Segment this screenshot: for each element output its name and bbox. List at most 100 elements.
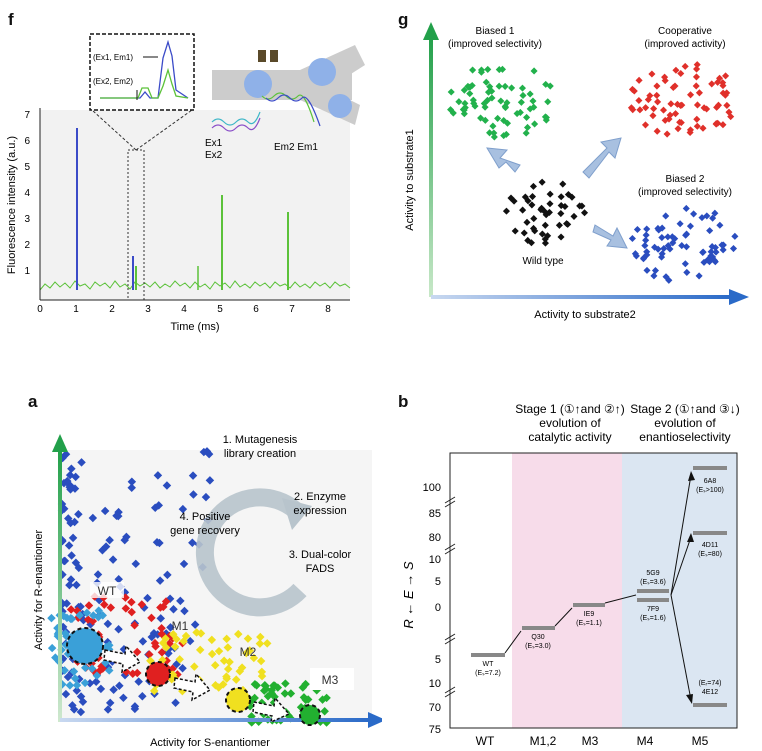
inset-label-1: (Ex1, Em1) [93, 53, 133, 62]
point-wt [74, 510, 83, 519]
inset-trace-green [100, 67, 189, 99]
point-mutant [219, 656, 229, 666]
point-wt [114, 511, 123, 521]
point-mutant [303, 695, 313, 704]
svg-text:5G9: 5G9 [646, 570, 659, 577]
droplet [244, 70, 272, 98]
cluster-point [641, 242, 649, 250]
cluster-point [712, 248, 720, 256]
cluster-point [557, 210, 565, 218]
point-mutant [159, 602, 168, 612]
cluster-point [469, 66, 477, 74]
node-wt [66, 627, 104, 665]
cluster-point [712, 120, 720, 128]
point-mutant [47, 643, 57, 653]
point-mutant [222, 634, 231, 644]
cluster-point [531, 120, 539, 128]
cluster-point [555, 221, 563, 229]
node-label-m2: M2 [240, 645, 257, 659]
point-mutant [89, 611, 98, 620]
inset-label-2: (Ex2, Em2) [93, 77, 133, 86]
cluster-point [642, 236, 650, 244]
cluster-point [673, 100, 681, 108]
svg-text:7F9: 7F9 [647, 606, 659, 613]
cluster-point [524, 236, 532, 245]
cluster-point [482, 78, 490, 86]
f-ylabel: Fluorescence intensity (a.u.) [6, 136, 18, 274]
svg-text:7: 7 [289, 304, 295, 315]
cluster-point [460, 86, 468, 94]
point-wt [103, 705, 113, 714]
point-wt [96, 684, 106, 694]
cluster-point [484, 65, 492, 73]
electrode-icon [258, 50, 266, 62]
panel-label-f: f [8, 10, 14, 29]
point-wt [169, 604, 178, 614]
cluster-point [663, 130, 671, 138]
cluster-point [731, 232, 739, 240]
a-y-axis-arrow [52, 434, 68, 452]
svg-text:3: 3 [24, 214, 30, 225]
cluster-point [693, 115, 701, 123]
cluster-point [682, 204, 690, 213]
cluster-point [651, 266, 659, 275]
point-mutant [195, 645, 205, 655]
cluster-point [706, 227, 714, 235]
b-axis-title: R ← E → S [401, 561, 416, 629]
point-mutant [161, 634, 170, 643]
point-mutant [69, 667, 79, 676]
cluster-point [643, 225, 651, 233]
cluster-point [502, 207, 510, 215]
point-wt [178, 504, 188, 514]
cluster-point [538, 178, 546, 186]
axis-breaks [444, 496, 456, 698]
cluster-point [722, 72, 730, 80]
point-mutant [222, 672, 231, 681]
node-label-wt: WT [98, 584, 117, 598]
svg-text:(Eₛ=3.0): (Eₛ=3.0) [525, 643, 551, 650]
cluster-point [711, 209, 719, 217]
stage2-l1: Stage 2 (①↑and ③↓) [630, 402, 740, 416]
g-ylabel: Activity to substrate1 [404, 129, 416, 231]
point-mutant [261, 681, 270, 691]
cluster-point [716, 221, 724, 229]
point-wt [131, 559, 141, 569]
cluster-point [508, 84, 516, 92]
cluster-point [695, 89, 703, 97]
point-mutant [100, 600, 109, 609]
panel-label-a: a [28, 392, 38, 411]
noise-trace [39, 280, 351, 291]
point-wt [59, 504, 69, 514]
point-mutant [270, 681, 279, 690]
cluster-point [541, 208, 549, 216]
point-mutant [243, 634, 253, 643]
svg-text:3: 3 [145, 304, 151, 315]
svg-text:(Eₛ>100): (Eₛ>100) [696, 487, 724, 494]
point-wt [188, 538, 197, 547]
cluster-point [674, 125, 682, 133]
stage1-l3: catalytic activity [528, 430, 611, 444]
step-3a: 3. Dual-color [289, 549, 352, 561]
point-mutant [127, 607, 136, 617]
point-wt [156, 614, 165, 623]
cluster-point [523, 113, 531, 121]
group-name-biased2: Biased 2 [666, 174, 705, 185]
svg-text:75: 75 [429, 724, 441, 736]
point-wt [85, 679, 95, 688]
cluster-point [486, 129, 494, 137]
point-mutant [256, 632, 265, 642]
point-wt [68, 533, 78, 543]
point-wt [138, 637, 148, 646]
cluster-point [495, 82, 503, 90]
point-mutant [179, 636, 188, 646]
a-xlabel: Activity for S-enantiomer [150, 737, 270, 749]
svg-text:100: 100 [423, 482, 441, 494]
group-name-biased1: Biased 1 [476, 26, 515, 37]
point-mutant [175, 655, 184, 664]
point-mutant [218, 680, 228, 689]
cluster-point [530, 215, 538, 223]
cluster-point [633, 225, 641, 234]
svg-text:85: 85 [429, 508, 441, 520]
point-wt [179, 559, 189, 569]
svg-text:6: 6 [24, 136, 30, 147]
